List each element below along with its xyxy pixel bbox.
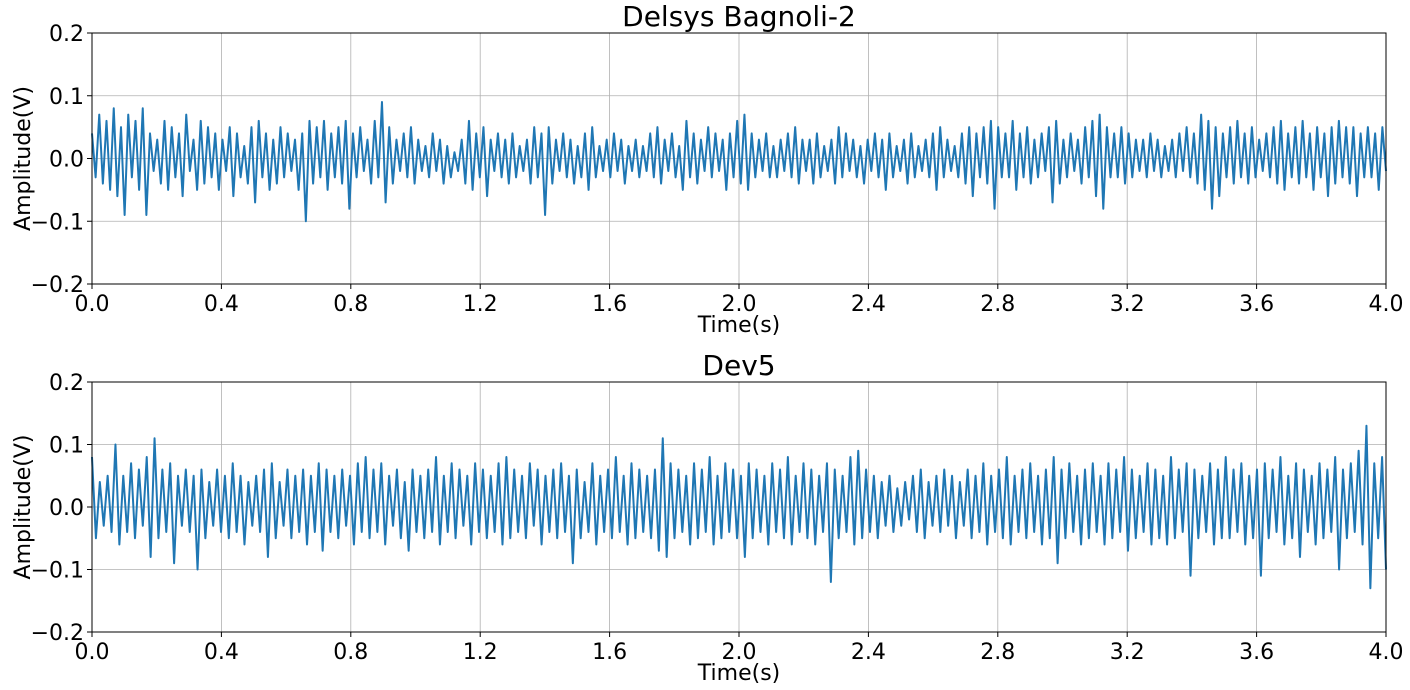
y-tick-label: 0.0 — [49, 496, 84, 521]
y-tick-label: −0.1 — [31, 210, 84, 235]
x-tick-label: 3.6 — [1239, 292, 1274, 317]
y-tick-label: 0.1 — [49, 434, 84, 459]
x-tick-label: 2.8 — [980, 292, 1015, 317]
chart-panel-1: 0.0 0.4 0.8 1.2 1.6 2.0 2.4 2.8 3.2 3.6 4.0 −0.2 −0.… — [11, 349, 1404, 686]
x-tick-label: 2.4 — [851, 292, 886, 317]
x-tick-label: 1.2 — [463, 640, 498, 665]
y-tick-label: −0.1 — [31, 559, 84, 584]
y-tick-label: 0.2 — [49, 371, 84, 396]
x-tick-label: 4.0 — [1369, 292, 1404, 317]
x-tick-label: 0.4 — [204, 292, 239, 317]
x-tick-label: 3.2 — [1110, 292, 1145, 317]
series-line — [91, 101, 1387, 223]
axis-ticks: 0.0 0.4 0.8 1.2 1.6 2.0 2.4 2.8 3.2 3.6 4.0 −0.2 −0.… — [31, 22, 1404, 317]
x-tick-label: 2.0 — [722, 640, 757, 665]
chart-panel-0: 0.0 0.4 0.8 1.2 1.6 2.0 2.4 2.8 3.2 3.6 4.0 −0.2 −0.… — [11, 0, 1404, 338]
y-axis-label: Amplitude(V) — [11, 435, 36, 580]
x-tick-label: 2.8 — [980, 640, 1015, 665]
y-axis-label: Amplitude(V) — [11, 86, 36, 231]
x-axis-label: Time(s) — [697, 313, 780, 338]
x-tick-label: 0.4 — [204, 640, 239, 665]
x-axis-label: Time(s) — [697, 661, 780, 686]
x-tick-label: 2.0 — [722, 292, 757, 317]
x-tick-label: 3.6 — [1239, 640, 1274, 665]
chart-title: Dev5 — [702, 349, 775, 382]
y-tick-label: −0.2 — [31, 621, 84, 646]
y-tick-label: 0.0 — [49, 148, 84, 173]
x-tick-label: 0.0 — [75, 640, 110, 665]
chart-title: Delsys Bagnoli-2 — [622, 0, 856, 33]
series-line — [91, 424, 1387, 590]
y-tick-label: −0.2 — [31, 273, 84, 298]
x-tick-label: 1.2 — [463, 292, 498, 317]
y-tick-label: 0.1 — [49, 85, 84, 110]
x-tick-label: 1.6 — [592, 292, 627, 317]
x-tick-label: 3.2 — [1110, 640, 1145, 665]
y-tick-label: 0.2 — [49, 22, 84, 47]
x-tick-label: 4.0 — [1369, 640, 1404, 665]
axis-ticks: 0.0 0.4 0.8 1.2 1.6 2.0 2.4 2.8 3.2 3.6 4.0 −0.2 −0.… — [31, 371, 1404, 665]
x-tick-label: 2.4 — [851, 640, 886, 665]
x-tick-label: 0.8 — [333, 640, 368, 665]
x-tick-label: 0.0 — [75, 292, 110, 317]
x-tick-label: 0.8 — [333, 292, 368, 317]
x-tick-label: 1.6 — [592, 640, 627, 665]
